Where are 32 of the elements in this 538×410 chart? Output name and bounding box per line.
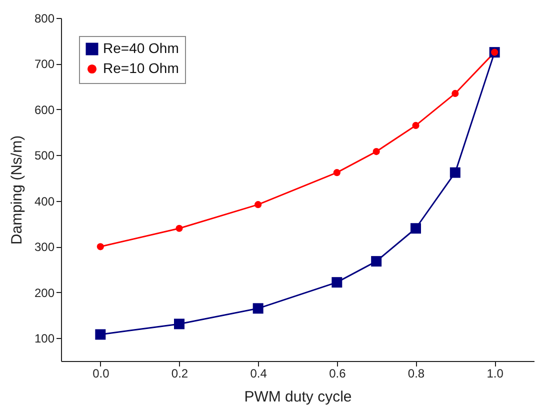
point (450, 167, 460, 178)
y-tick-label: 600 (34, 102, 55, 117)
x-tick-label: 0.8 (408, 366, 425, 380)
point (372, 148, 380, 156)
point (371, 256, 382, 267)
point (412, 122, 420, 129)
y-tick-label: 500 (34, 148, 55, 163)
point (174, 318, 184, 330)
point (254, 201, 262, 208)
y-tick-label: 300 (34, 240, 55, 254)
point (410, 223, 421, 234)
point (95, 329, 106, 340)
y-axis-title: Damping (Ns/m) (8, 135, 26, 245)
x-tick-label: 1.0 (486, 366, 504, 380)
y-tick-label: 400 (34, 194, 55, 208)
point (96, 243, 104, 250)
x-tick-label: 0.6 (329, 366, 346, 380)
legend-label: Re=40 Ohm (103, 40, 179, 56)
x-axis-title: PWM duty cycle (244, 388, 352, 406)
point (332, 277, 342, 288)
y-tick-label: 100 (34, 332, 55, 346)
point (252, 303, 264, 314)
y-tick-label: 800 (34, 12, 55, 26)
point (176, 224, 183, 232)
legend-label: Re=10 Ohm (103, 60, 179, 76)
x-tick-label: 0.4 (250, 366, 268, 380)
y-tick-label: 700 (34, 57, 55, 72)
x-tick-label: 0.2 (171, 366, 188, 380)
point (333, 169, 340, 176)
point (452, 90, 459, 97)
y-tick-label: 200 (34, 286, 55, 300)
x-tick-label: 0.0 (92, 366, 110, 380)
